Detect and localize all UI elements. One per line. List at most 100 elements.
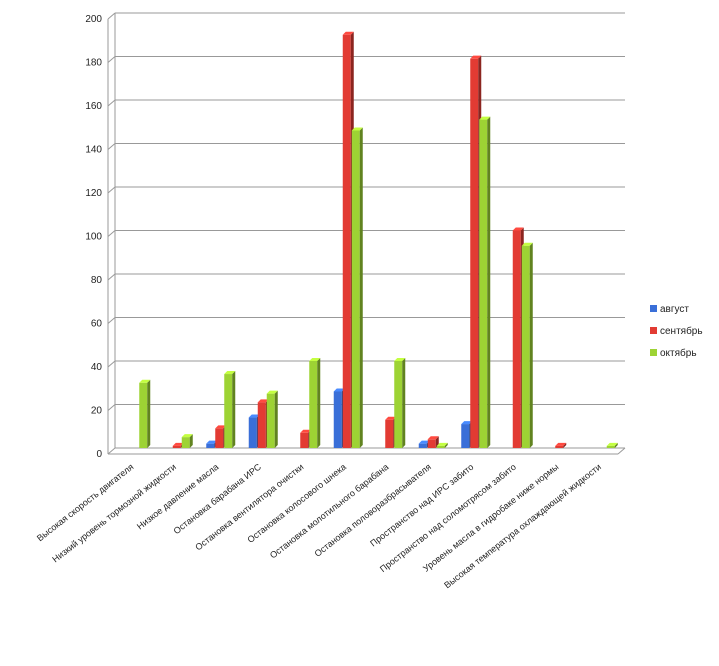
bars bbox=[139, 31, 618, 449]
bar-front bbox=[521, 245, 530, 448]
bar bbox=[309, 358, 321, 448]
bar-front bbox=[418, 443, 427, 448]
bar-side bbox=[189, 434, 193, 448]
bar-front bbox=[555, 445, 564, 448]
gridline-side bbox=[107, 447, 116, 455]
bar-top bbox=[521, 242, 533, 246]
bar-front bbox=[394, 361, 403, 448]
bar bbox=[521, 242, 533, 448]
gridlines bbox=[107, 12, 626, 455]
bar-front bbox=[427, 439, 436, 448]
bar-front bbox=[470, 58, 479, 449]
bar-side bbox=[444, 442, 448, 448]
bar-front bbox=[139, 382, 148, 448]
bar-front bbox=[309, 361, 318, 448]
bar-front bbox=[248, 417, 257, 448]
legend-label: август bbox=[660, 304, 689, 315]
legend-label: сентябрь bbox=[660, 325, 703, 337]
bar-top bbox=[385, 416, 397, 420]
bar-front bbox=[333, 391, 342, 448]
bar bbox=[606, 442, 618, 448]
legend-swatch bbox=[650, 349, 657, 356]
bar-front bbox=[436, 445, 445, 448]
bar-top bbox=[342, 31, 354, 35]
bar-front bbox=[224, 374, 233, 448]
bar-front bbox=[257, 402, 266, 448]
bar-front bbox=[181, 437, 190, 448]
y-tick-label: 40 bbox=[91, 362, 103, 373]
gridline-side bbox=[107, 56, 116, 63]
bar-side bbox=[147, 379, 151, 448]
bar-front bbox=[479, 119, 488, 448]
bar-top bbox=[248, 414, 260, 418]
gridline-side bbox=[107, 143, 116, 150]
bar-front bbox=[266, 393, 275, 448]
bar-top bbox=[461, 421, 473, 425]
bar-front bbox=[606, 445, 615, 448]
bar-top bbox=[436, 442, 448, 446]
gridline-side bbox=[107, 360, 116, 368]
y-tick-label: 200 bbox=[85, 14, 102, 25]
bar-top bbox=[394, 358, 406, 361]
bar-side bbox=[274, 390, 278, 448]
bar-top bbox=[606, 442, 618, 446]
bar-top bbox=[266, 390, 278, 394]
bar-front bbox=[342, 34, 351, 448]
bar-top bbox=[470, 55, 482, 59]
bar-front bbox=[385, 419, 394, 448]
y-tick-label: 60 bbox=[91, 319, 103, 330]
bar bbox=[224, 371, 236, 448]
bar bbox=[351, 127, 363, 448]
bar-front bbox=[215, 428, 224, 448]
y-tick-label: 180 bbox=[85, 58, 102, 69]
legend-item: август bbox=[650, 304, 689, 315]
bar-top bbox=[555, 442, 567, 446]
bar-side bbox=[317, 358, 321, 448]
bar bbox=[555, 442, 567, 448]
bar-top bbox=[224, 371, 236, 375]
bar bbox=[436, 442, 448, 448]
y-tick-label: 80 bbox=[91, 275, 103, 286]
y-tick-label: 0 bbox=[96, 449, 102, 460]
bar-front bbox=[461, 424, 470, 448]
bar-top bbox=[418, 440, 430, 444]
bar bbox=[266, 390, 278, 448]
bar-side bbox=[487, 116, 491, 448]
gridline-side bbox=[107, 99, 116, 107]
bar-front bbox=[206, 443, 215, 448]
x-tick-label: Высокая температура охлаждающей жидкости bbox=[442, 462, 603, 591]
bar bbox=[139, 379, 151, 448]
bar-front bbox=[512, 230, 521, 448]
bar-front bbox=[351, 130, 360, 448]
y-tick-label: 140 bbox=[85, 145, 102, 156]
gridline-side bbox=[107, 317, 116, 324]
gridline-side bbox=[107, 273, 116, 281]
legend-item: сентябрь bbox=[650, 325, 703, 337]
bar-top bbox=[206, 440, 218, 444]
bar-side bbox=[232, 371, 236, 448]
legend-swatch bbox=[650, 305, 657, 312]
bar-top bbox=[172, 442, 184, 446]
gridline-side bbox=[107, 230, 116, 237]
legend-swatch bbox=[650, 327, 657, 334]
bar-side bbox=[402, 358, 406, 448]
gridline-side bbox=[107, 12, 116, 20]
bar-side bbox=[614, 442, 618, 448]
y-tick-label: 20 bbox=[91, 406, 103, 417]
bar-side bbox=[563, 442, 567, 448]
y-tick-label: 100 bbox=[85, 232, 102, 243]
bar-top bbox=[427, 436, 439, 440]
bar-top bbox=[333, 388, 345, 392]
bar-top bbox=[300, 429, 312, 433]
gridline-side bbox=[107, 186, 116, 194]
bar-side bbox=[359, 127, 363, 448]
y-tick-label: 160 bbox=[85, 101, 102, 112]
y-axis-ticks: 0 20 40 60 80 100 120 140 160 180 200 bbox=[85, 14, 102, 460]
bar-front bbox=[172, 445, 181, 448]
bar-top bbox=[512, 227, 524, 231]
gridline-side bbox=[107, 404, 116, 411]
y-tick-label: 120 bbox=[85, 188, 102, 199]
bar-top bbox=[215, 425, 227, 429]
